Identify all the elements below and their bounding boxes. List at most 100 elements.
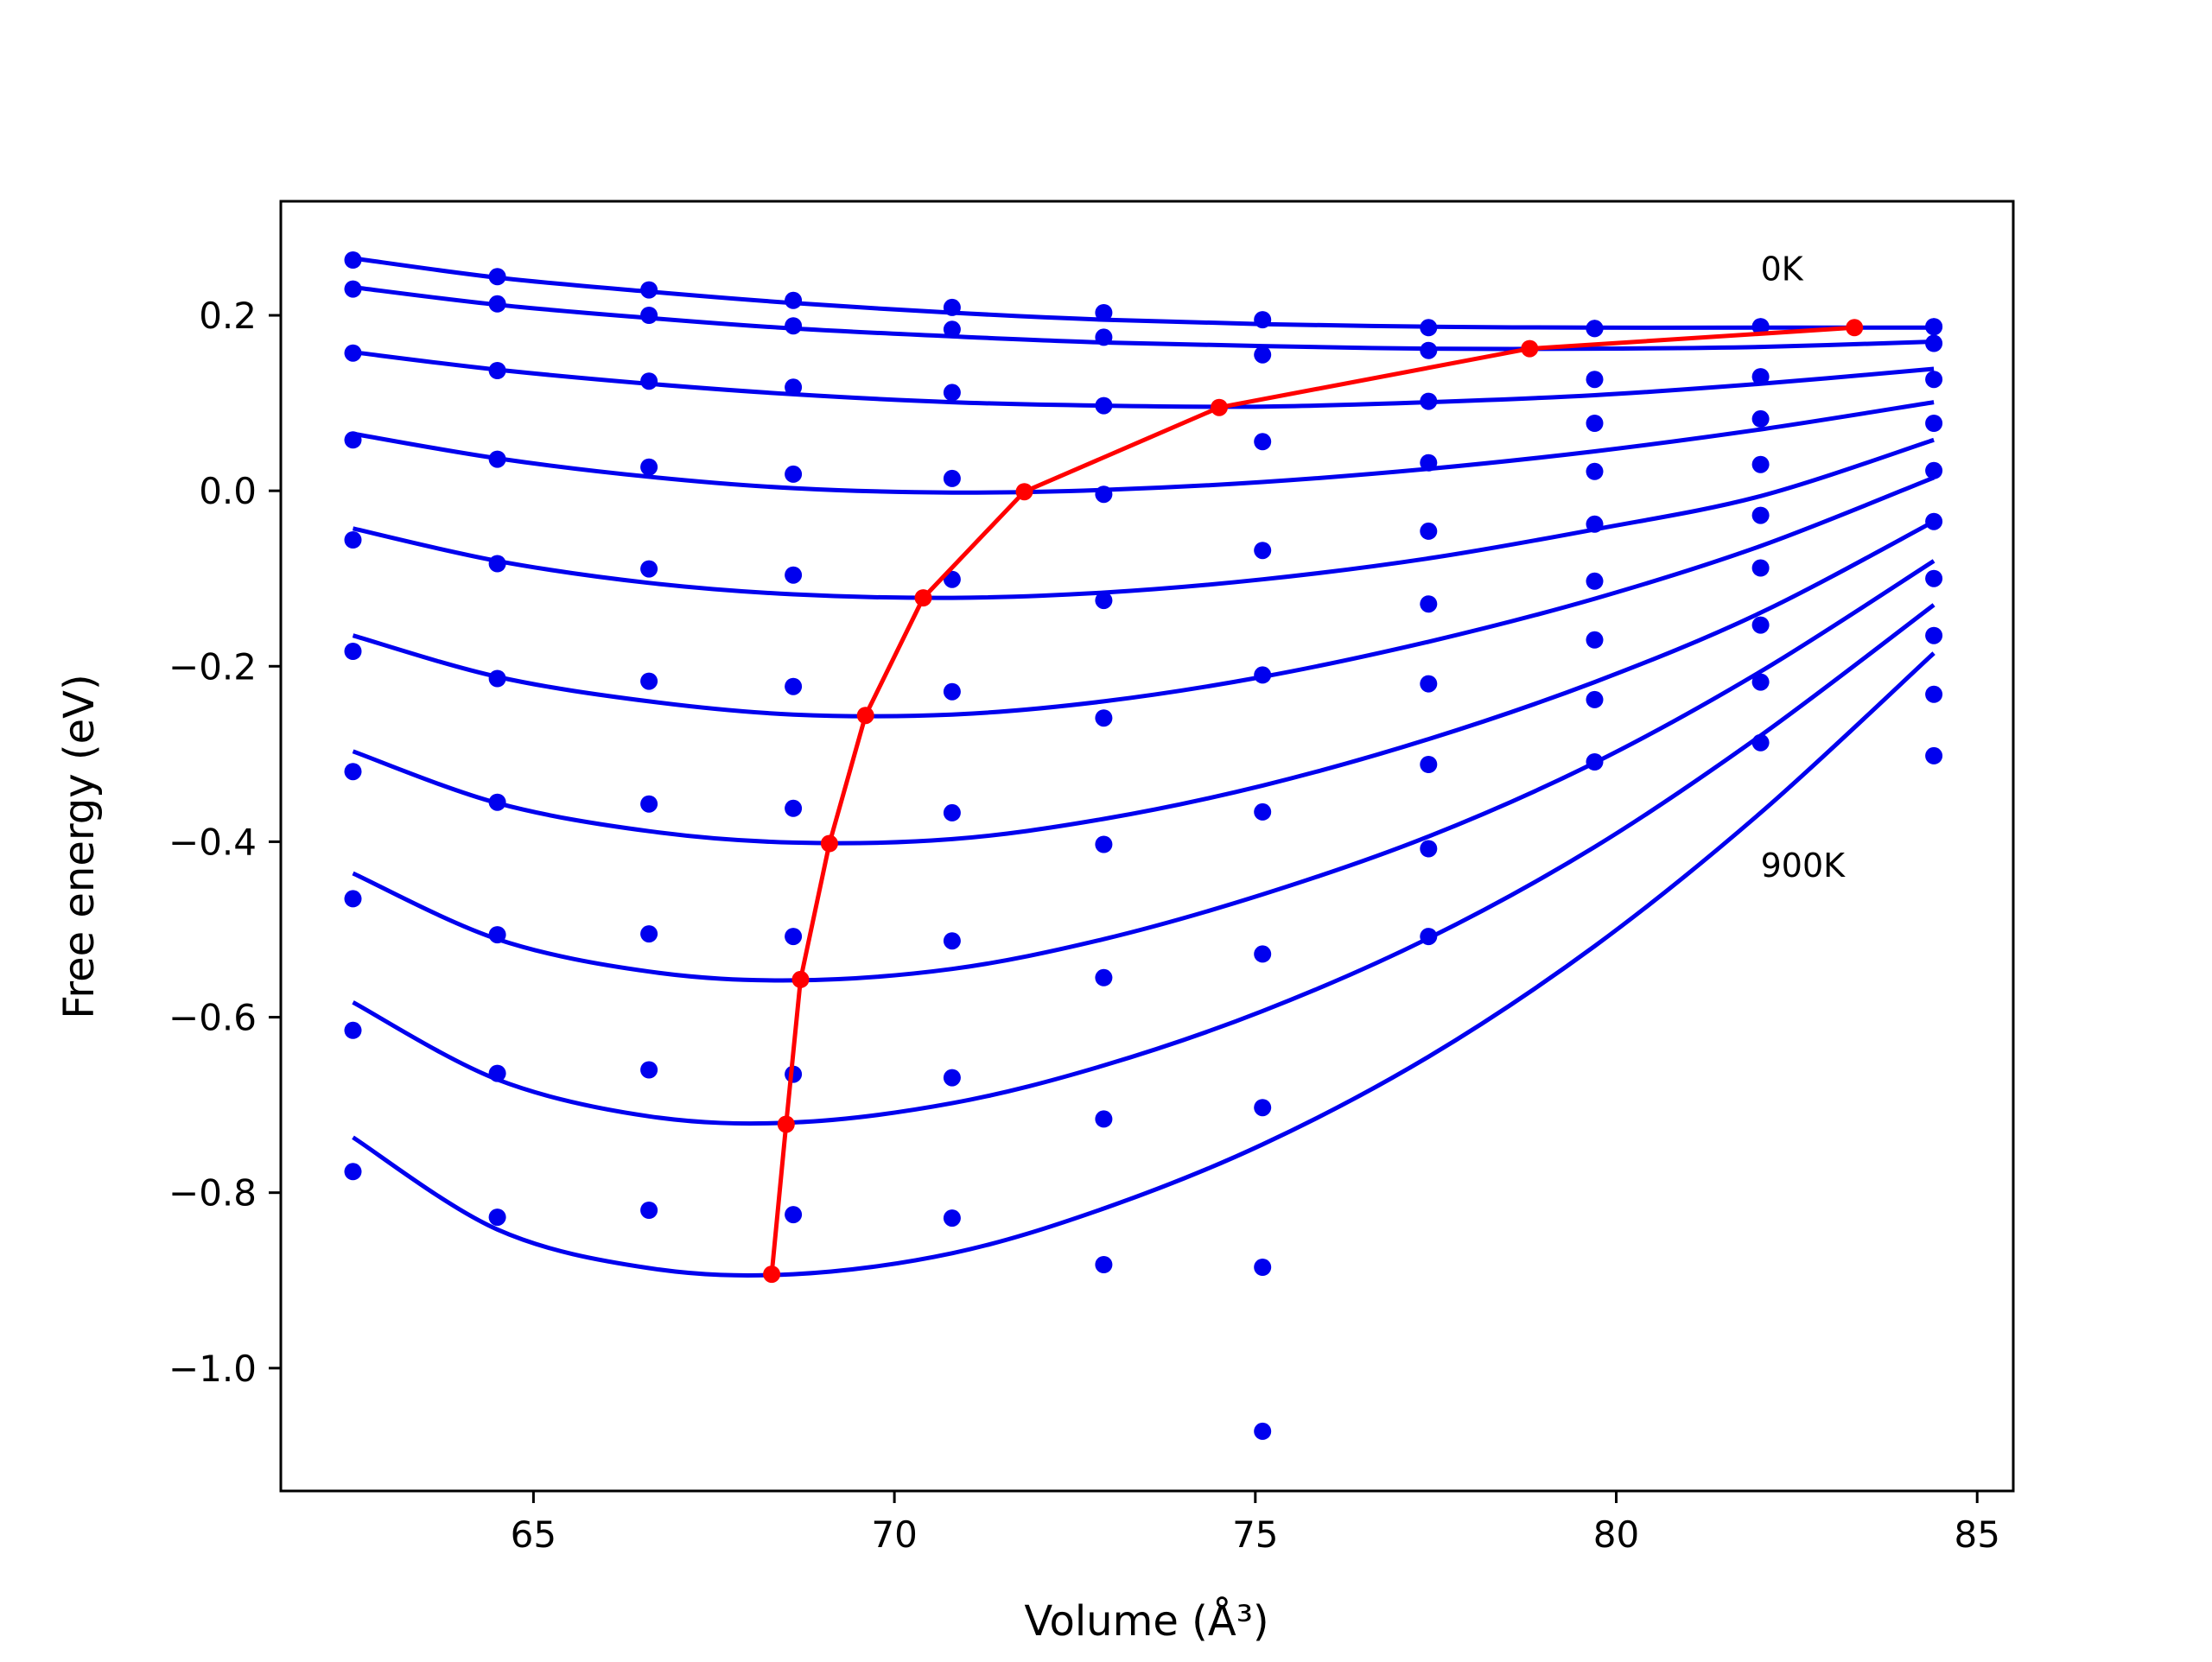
data-point-9-5 [1095,1256,1113,1273]
data-point-4-9 [1751,455,1770,473]
data-point-1-5 [1095,328,1113,346]
data-point-8-6 [1254,1259,1272,1276]
data-point-8-9 [1751,673,1770,691]
data-point-1-9 [1751,318,1770,336]
data-point-1-8 [1586,320,1604,338]
data-point-5-9 [1751,506,1770,524]
fit-curve-5 [352,475,1936,719]
data-point-2-9 [1751,368,1770,386]
data-point-7-9 [1751,616,1770,634]
x-tick-label-0: 65 [511,1513,556,1556]
plot-content [344,251,1943,1440]
data-point-1-6 [1254,346,1272,364]
y-tick-label-4: −0.6 [168,997,257,1039]
x-axis-label: Volume (Å³) [1024,1596,1268,1646]
fit-curve-4 [352,437,1935,600]
fit-curve-8 [352,603,1936,1126]
data-point-0-7 [1420,319,1438,337]
x-tick-label-1: 70 [871,1513,917,1556]
data-point-9-3 [785,1206,803,1224]
data-point-6-6 [1254,945,1272,963]
plot-frame [279,200,2015,1493]
data-point-6-0 [344,763,362,781]
data-point-8-7 [1420,840,1438,858]
data-point-6-7 [1420,675,1438,693]
minimum-path-point-9 [1846,319,1864,337]
y-tick-label-2: −0.2 [168,645,257,688]
fit-curve-9 [352,651,1936,1278]
data-point-7-8 [1586,631,1604,649]
data-point-2-0 [344,344,362,362]
y-axis-ticks: 0.2 0.0 −0.2 −0.4 −0.6 −0.8 −1.0 [168,295,281,1390]
data-point-6-3 [785,799,803,817]
data-point-6-1 [488,793,506,811]
minimum-path-line [769,325,1855,1275]
annotations: 0K 900K [1761,250,1847,885]
data-point-7-4 [943,932,961,950]
data-point-5-7 [1420,595,1438,613]
data-point-6-8 [1586,572,1604,590]
data-point-5-2 [640,672,658,690]
data-point-7-1 [488,926,506,944]
data-point-7-0 [344,890,362,908]
data-point-4-3 [785,566,803,584]
data-point-8-0 [344,1021,362,1039]
minimum-path-point-5 [914,589,932,607]
data-point-3-5 [1095,485,1113,504]
data-point-8-2 [640,1061,658,1079]
data-point-4-7 [1420,522,1438,540]
data-point-3-6 [1254,542,1272,560]
data-point-2-1 [488,362,506,379]
data-point-1-10 [1925,318,1943,336]
data-point-1-3 [785,317,803,335]
data-point-5-0 [344,643,362,660]
data-point-8-4 [943,1069,961,1087]
data-point-7-7 [1420,756,1438,773]
data-point-2-5 [1095,396,1113,415]
data-point-3-8 [1586,415,1604,432]
data-point-5-1 [488,669,506,688]
data-point-1-2 [640,307,658,324]
data-point-4-8 [1586,462,1604,480]
data-point-9-10 [1925,685,1943,703]
data-point-6-9 [1751,559,1770,577]
data-point-1-7 [1420,341,1438,359]
data-point-0-3 [785,291,803,309]
data-point-8-10 [1925,626,1943,644]
data-point-5-8 [1586,515,1604,533]
data-point-0-0 [344,251,362,269]
data-point-0-5 [1095,304,1113,321]
data-point-5-4 [943,682,961,701]
minimum-path-point-7 [1211,398,1228,416]
fit-curve-7 [352,559,1936,983]
data-point-6-2 [640,795,658,813]
data-point-9-4 [943,1209,961,1227]
minimum-path-point-8 [1521,339,1539,358]
minimum-path-point-6 [1015,483,1033,501]
data-point-9-6 [1254,1422,1272,1440]
data-point-9-8 [1586,753,1604,771]
data-point-2-4 [943,384,961,402]
data-point-9-7 [1420,928,1438,946]
minimum-path-point-3 [820,834,838,853]
data-point-5-10 [1925,461,1943,479]
minimum-path-point-2 [791,970,810,988]
data-point-7-3 [785,928,803,946]
y-tick-label-1: 0.0 [199,470,257,512]
data-point-3-1 [488,450,506,468]
data-point-4-10 [1925,415,1943,432]
data-point-extra-0 [1925,746,1943,764]
data-point-7-5 [1095,968,1113,986]
data-point-1-0 [344,280,362,298]
data-point-0-1 [488,268,506,286]
y-tick-label-6: −1.0 [168,1348,257,1390]
data-point-9-1 [488,1208,506,1227]
y-tick-label-0: 0.2 [199,295,257,337]
data-point-4-6 [1254,666,1272,684]
x-tick-label-4: 85 [1955,1513,2000,1556]
x-tick-label-2: 75 [1232,1513,1278,1556]
data-point-3-0 [344,431,362,449]
